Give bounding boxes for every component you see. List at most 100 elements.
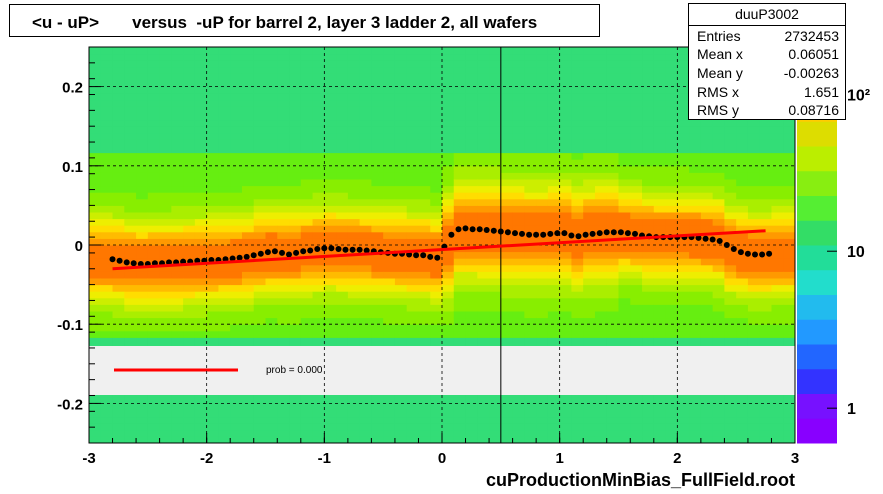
profile-point [730, 246, 737, 252]
heatmap-cell [194, 126, 208, 134]
heatmap-cell [724, 172, 737, 180]
heatmap-cell [289, 264, 302, 272]
heatmap-cell [524, 146, 537, 154]
heatmap-cell [194, 410, 208, 418]
heatmap-cell [147, 159, 161, 167]
heatmap-cell [536, 317, 549, 325]
heatmap-cell [771, 132, 784, 140]
heatmap-cell [418, 337, 431, 345]
heatmap-cell [171, 251, 184, 259]
stats-value: 2732453 [784, 28, 839, 44]
heatmap-cell [418, 86, 431, 94]
heatmap-cell [383, 304, 396, 312]
profile-point [427, 253, 434, 260]
heatmap-cell [677, 291, 690, 299]
heatmap-cell [147, 113, 161, 121]
heatmap-cell [547, 139, 561, 147]
heatmap-cell [371, 317, 384, 325]
heatmap-cell [194, 218, 208, 226]
heatmap-cell [418, 291, 431, 299]
heatmap-cell [583, 278, 596, 286]
heatmap-cell [653, 86, 667, 94]
heatmap-cell [359, 172, 372, 180]
heatmap-cell [453, 251, 467, 259]
heatmap-cell [241, 297, 255, 305]
heatmap-cell [289, 126, 302, 134]
heatmap-cell [89, 119, 102, 127]
heatmap-cell [100, 66, 114, 74]
heatmap-cell [689, 218, 702, 226]
heatmap-cell [218, 284, 231, 292]
heatmap-cell [394, 198, 408, 206]
heatmap-cell [547, 330, 561, 338]
heatmap-cell [241, 291, 255, 299]
heatmap-cell [312, 113, 325, 121]
heatmap-cell [206, 436, 219, 444]
heatmap-cell [689, 132, 702, 140]
heatmap-cell [500, 99, 514, 107]
heatmap-cell [406, 284, 419, 292]
heatmap-cell [100, 330, 114, 338]
heatmap-cell [653, 245, 667, 253]
heatmap-cell [653, 337, 667, 345]
heatmap-cell [312, 66, 325, 74]
heatmap-cell [653, 106, 667, 114]
heatmap-cell [253, 93, 266, 101]
heatmap-cell [253, 245, 266, 253]
heatmap-cell [547, 291, 561, 299]
heatmap-cell [583, 80, 596, 88]
heatmap-cell [630, 185, 643, 193]
heatmap-cell [500, 278, 514, 286]
heatmap-cell [265, 73, 278, 81]
heatmap-cell [712, 198, 725, 206]
heatmap-cell [100, 113, 114, 121]
heatmap-cell [183, 73, 196, 81]
heatmap-cell [642, 80, 655, 88]
heatmap-cell [277, 119, 290, 127]
heatmap-cell [536, 423, 549, 431]
heatmap-cell [159, 330, 172, 338]
heatmap-cell [771, 231, 784, 239]
heatmap-cell [241, 73, 255, 81]
color-scale-band [797, 170, 837, 196]
heatmap-cell [536, 410, 549, 418]
heatmap-cell [689, 423, 702, 431]
heatmap-cell [371, 165, 384, 173]
heatmap-cell [312, 297, 325, 305]
heatmap-cell [465, 212, 478, 220]
heatmap-cell [536, 330, 549, 338]
heatmap-cell [300, 225, 314, 233]
heatmap-cell [689, 198, 702, 206]
heatmap-cell [547, 53, 561, 61]
heatmap-cell [289, 297, 302, 305]
heatmap-cell [547, 231, 561, 239]
heatmap-cell [241, 172, 255, 180]
heatmap-cell [300, 258, 314, 266]
heatmap-cell [747, 185, 761, 193]
heatmap-cell [736, 258, 749, 266]
heatmap-cell [489, 132, 502, 140]
heatmap-cell [230, 429, 243, 437]
heatmap-cell [606, 264, 619, 272]
heatmap-cell [653, 304, 667, 312]
heatmap-cell [583, 66, 596, 74]
heatmap-cell [465, 238, 478, 246]
heatmap-cell [324, 231, 337, 239]
heatmap-cell [500, 113, 514, 121]
heatmap-cell [418, 93, 431, 101]
heatmap-cell [689, 126, 702, 134]
heatmap-cell [442, 47, 455, 55]
heatmap-cell [406, 139, 419, 147]
heatmap-cell [642, 436, 655, 444]
heatmap-cell [500, 271, 514, 279]
heatmap-cell [406, 258, 419, 266]
profile-point [540, 231, 547, 238]
heatmap-cell [89, 66, 102, 74]
color-scale-band [797, 146, 837, 172]
heatmap-cell [642, 225, 655, 233]
heatmap-cell [136, 297, 149, 305]
heatmap-cell [736, 436, 749, 444]
heatmap-cell [677, 429, 690, 437]
heatmap-cell [547, 416, 561, 424]
heatmap-cell [653, 119, 667, 127]
